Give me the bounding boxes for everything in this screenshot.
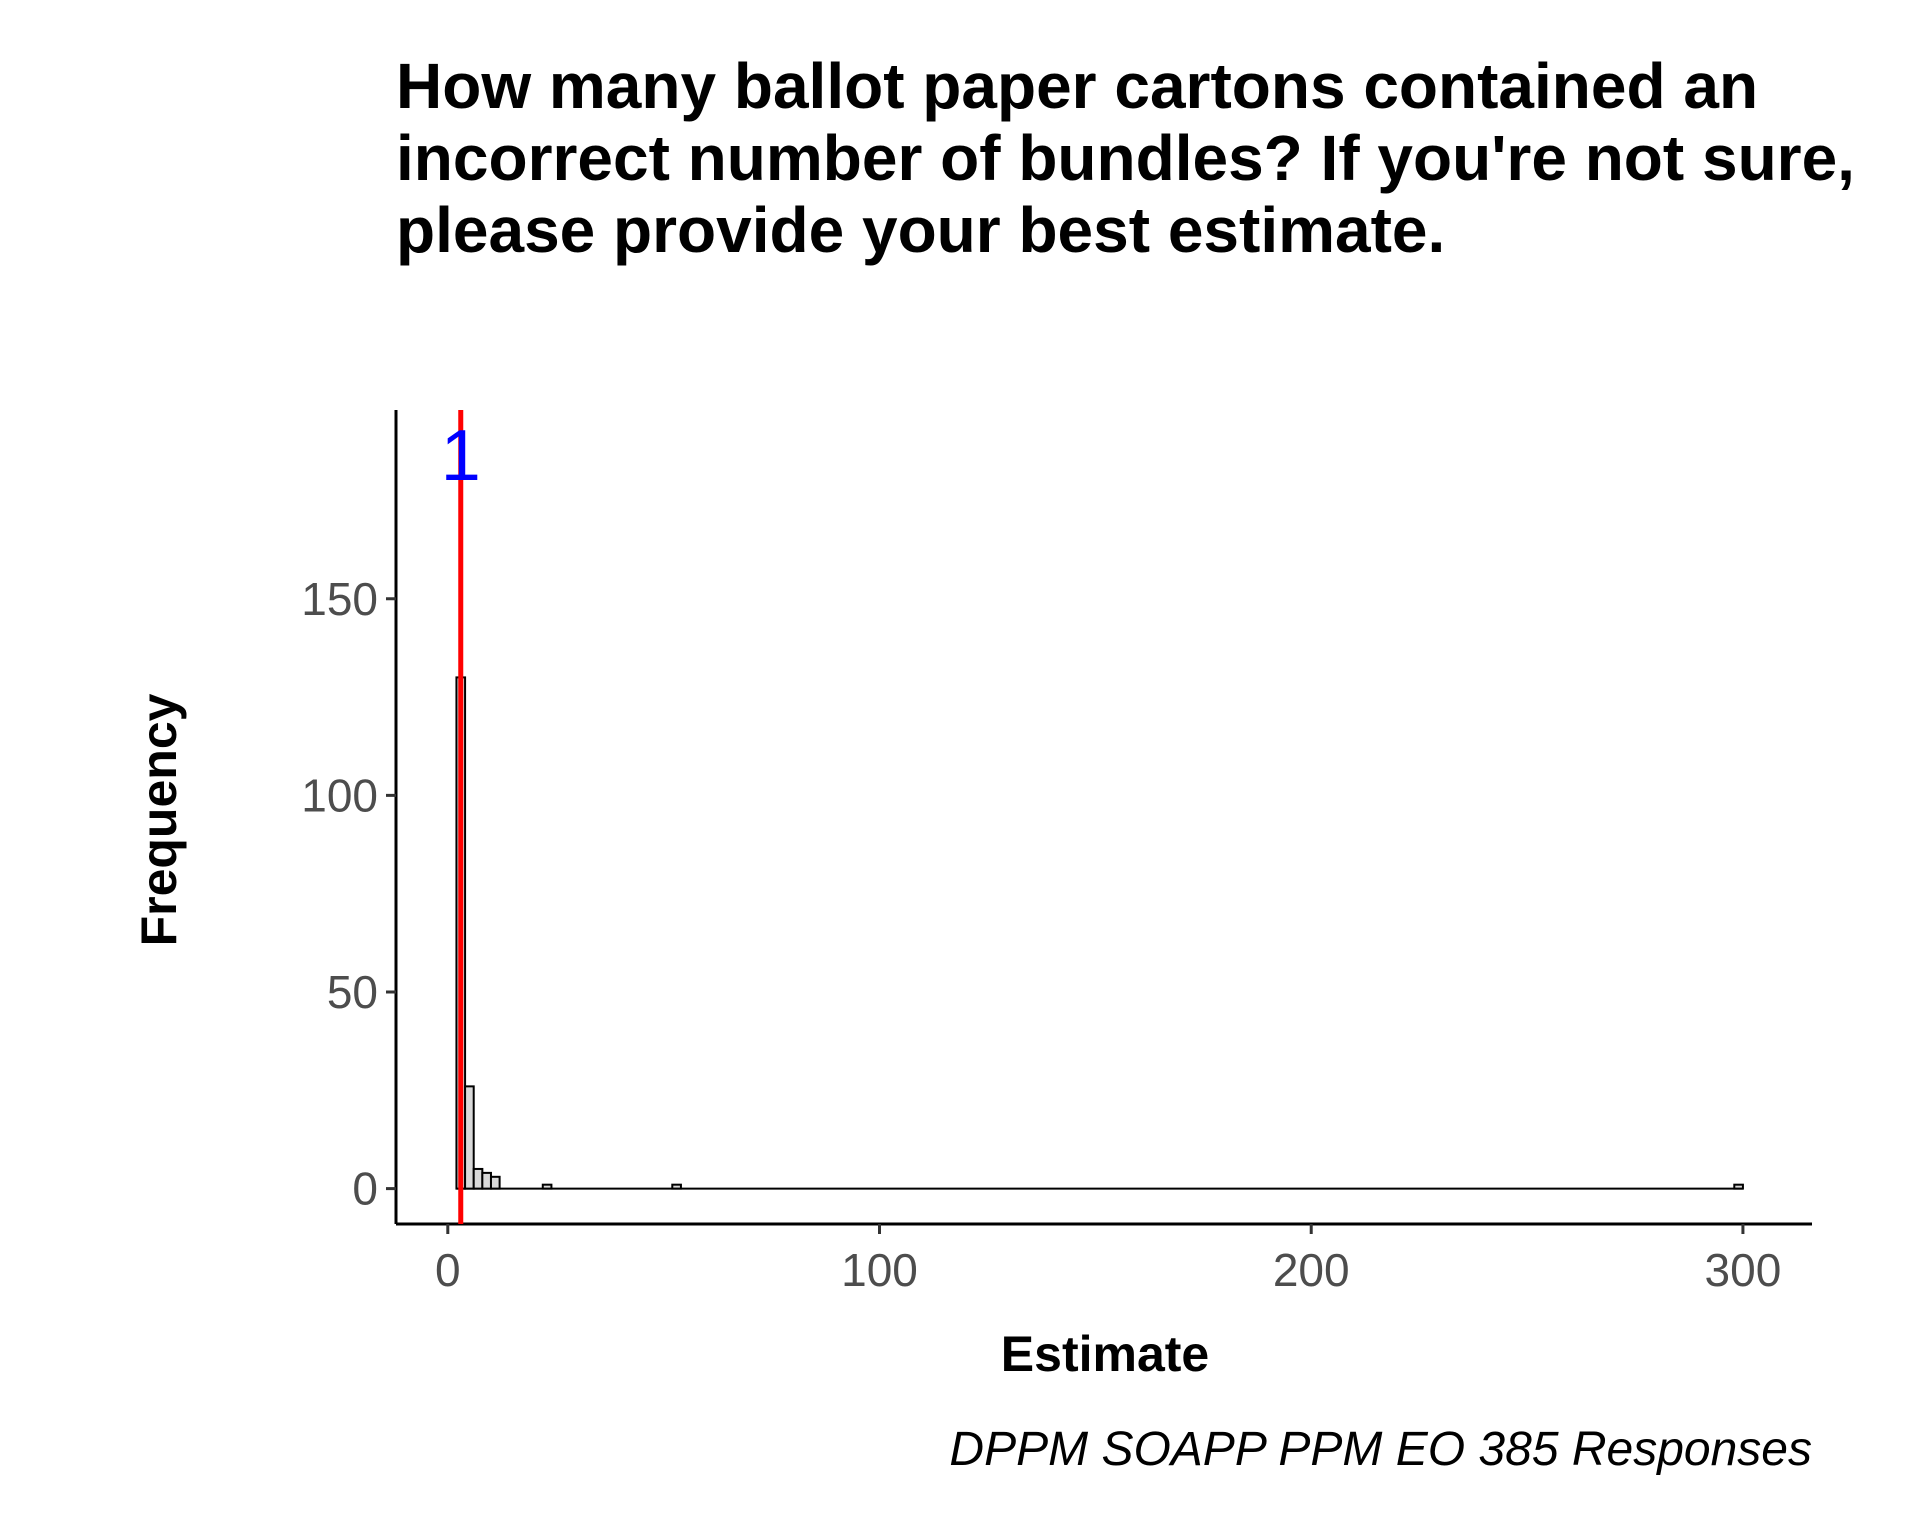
y-tick-label-0: 0	[352, 1163, 378, 1215]
x-tick-label-0: 0	[435, 1244, 461, 1296]
histogram-bar-5	[541, 1183, 553, 1190]
y-tick-label-100: 100	[301, 769, 378, 821]
histogram-bar-2	[472, 1167, 484, 1190]
y-axis-title: Frequency	[131, 693, 187, 946]
x-tick-label-300: 300	[1705, 1244, 1782, 1296]
chart-title: How many ballot paper cartons contained …	[396, 50, 1896, 266]
chart-caption: DPPM SOAPP PPM EO 385 Responses	[949, 1423, 1812, 1476]
y-tick-label-50: 50	[327, 966, 378, 1018]
bars-layer	[455, 676, 1744, 1190]
chart-title-line-2: incorrect number of bundles? If you're n…	[396, 122, 1855, 194]
x-axis-title: Estimate	[1001, 1326, 1209, 1382]
histogram-bar-4	[489, 1175, 501, 1190]
histogram-bar-1	[464, 1085, 475, 1190]
reference-line-label: 1	[441, 416, 481, 496]
chart-title-line-1: How many ballot paper cartons contained …	[396, 50, 1759, 122]
chart-title-line-3: please provide your best estimate.	[396, 194, 1446, 266]
x-tick-label-200: 200	[1273, 1244, 1350, 1296]
histogram-bar-7	[1733, 1183, 1744, 1190]
x-tick-label-100: 100	[841, 1244, 918, 1296]
y-tick-label-150: 150	[301, 573, 378, 625]
axes-layer: 0 50 100 150 0 100 200 300	[301, 410, 1812, 1296]
reference-line-layer: 1	[441, 410, 481, 1224]
histogram-bar-6	[671, 1183, 682, 1190]
histogram-bar-3	[481, 1171, 492, 1190]
